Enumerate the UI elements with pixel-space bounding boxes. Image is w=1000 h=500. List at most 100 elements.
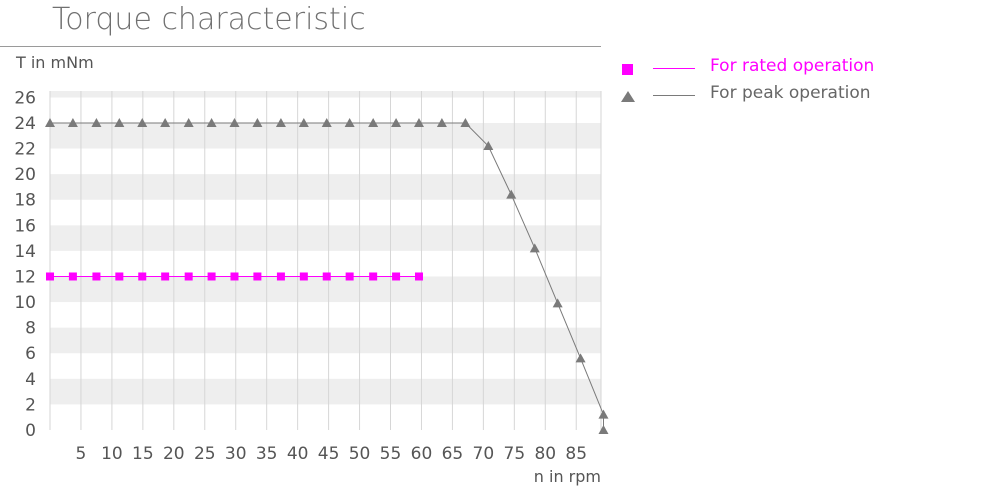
data-point-triangle — [575, 353, 586, 363]
data-point-triangle — [137, 117, 148, 127]
x-tick-label: 70 — [473, 444, 495, 464]
data-point-square — [161, 272, 170, 281]
y-tick-label: 12 — [14, 267, 36, 287]
data-point-square — [138, 272, 147, 281]
data-point-triangle — [460, 117, 471, 127]
y-tick-label: 10 — [14, 293, 36, 313]
data-point-square — [414, 272, 423, 281]
data-point-square — [345, 272, 354, 281]
x-tick-label: 50 — [349, 444, 371, 464]
data-point-square — [207, 272, 216, 281]
x-tick-label: 45 — [318, 444, 340, 464]
x-tick-label: 10 — [101, 444, 123, 464]
data-point-triangle — [344, 117, 355, 127]
data-point-triangle — [529, 243, 540, 253]
data-point-square — [392, 272, 401, 281]
x-tick-label: 75 — [504, 444, 526, 464]
data-point-square — [115, 272, 124, 281]
x-tick-label: 5 — [76, 444, 87, 464]
y-axis-label: T in mNm — [16, 53, 94, 72]
y-tick-label: 8 — [25, 319, 36, 339]
grid-band — [50, 378, 601, 405]
data-point-triangle — [598, 425, 609, 434]
legend-line-rated — [653, 68, 695, 69]
grid-band — [50, 225, 601, 251]
data-point-triangle — [229, 117, 240, 127]
grid-band — [50, 91, 601, 98]
x-axis-label: n in rpm — [534, 467, 601, 486]
grid-band — [50, 174, 601, 200]
data-point-triangle — [436, 117, 447, 127]
y-tick-label: 0 — [25, 421, 36, 441]
y-tick-label: 26 — [14, 88, 36, 108]
grid-band — [50, 122, 601, 149]
x-tick-label: 40 — [287, 444, 309, 464]
y-tick-label: 22 — [14, 140, 36, 160]
x-tick-label: 55 — [380, 444, 402, 464]
data-point-square — [230, 272, 239, 281]
data-point-triangle — [391, 117, 402, 127]
x-tick-label: 60 — [411, 444, 433, 464]
data-point-square — [253, 272, 262, 281]
x-tick-label: 85 — [565, 444, 587, 464]
x-tick-label: 65 — [442, 444, 464, 464]
data-point-triangle — [552, 298, 563, 308]
y-tick-label: 16 — [14, 216, 36, 236]
y-tick-label: 2 — [25, 395, 36, 415]
x-tick-labels: 5 10 15 20 25 30 35 40 45 50 55 60 65 70 75 80 85 — [76, 444, 588, 464]
data-point-triangle — [160, 117, 171, 127]
data-point-square — [184, 272, 193, 281]
grid-band — [50, 327, 601, 354]
y-tick-label: 14 — [14, 242, 36, 262]
x-tick-label: 80 — [534, 444, 556, 464]
grid-band — [50, 276, 601, 303]
legend: For rated operation For peak operation — [620, 56, 990, 110]
legend-item-peak: For peak operation — [620, 83, 990, 110]
data-point-square — [276, 272, 285, 281]
x-tick-label: 15 — [132, 444, 154, 464]
grid-bands — [50, 91, 601, 405]
data-point-square — [322, 272, 331, 281]
legend-line-peak — [653, 95, 695, 96]
data-point-triangle — [91, 117, 102, 127]
data-point-triangle — [598, 409, 609, 419]
data-point-triangle — [506, 189, 517, 199]
y-tick-label: 24 — [14, 114, 36, 134]
y-tick-label: 4 — [25, 370, 36, 390]
data-point-triangle — [275, 117, 286, 127]
x-tick-label: 35 — [256, 444, 278, 464]
y-tick-label: 6 — [25, 344, 36, 364]
data-point-triangle — [483, 141, 494, 151]
data-point-triangle — [252, 117, 263, 127]
x-tick-label: 30 — [225, 444, 247, 464]
series-group — [45, 117, 609, 434]
vertical-gridlines — [49, 91, 602, 430]
data-point-square — [46, 272, 54, 281]
legend-label-peak: For peak operation — [710, 83, 871, 103]
data-point-triangle — [114, 117, 125, 127]
x-tick-label: 20 — [163, 444, 185, 464]
legend-label-rated: For rated operation — [710, 56, 875, 76]
data-point-triangle — [413, 117, 424, 127]
title-divider — [0, 46, 601, 47]
data-point-triangle — [45, 117, 55, 127]
data-point-square — [92, 272, 101, 281]
y-tick-label: 18 — [14, 191, 36, 211]
data-point-triangle — [368, 117, 379, 127]
triangle-marker-icon — [620, 89, 636, 105]
data-point-triangle — [206, 117, 217, 127]
square-marker-icon — [620, 62, 636, 78]
data-point-triangle — [67, 117, 78, 127]
data-point-square — [68, 272, 77, 281]
data-point-square — [369, 272, 378, 281]
data-point-triangle — [321, 117, 332, 127]
x-tick-label: 25 — [194, 444, 216, 464]
series-line-1 — [50, 122, 604, 430]
y-tick-label: 20 — [14, 165, 36, 185]
legend-item-rated: For rated operation — [620, 56, 990, 83]
data-point-triangle — [183, 117, 194, 127]
chart-title: Torque characteristic — [52, 2, 366, 37]
